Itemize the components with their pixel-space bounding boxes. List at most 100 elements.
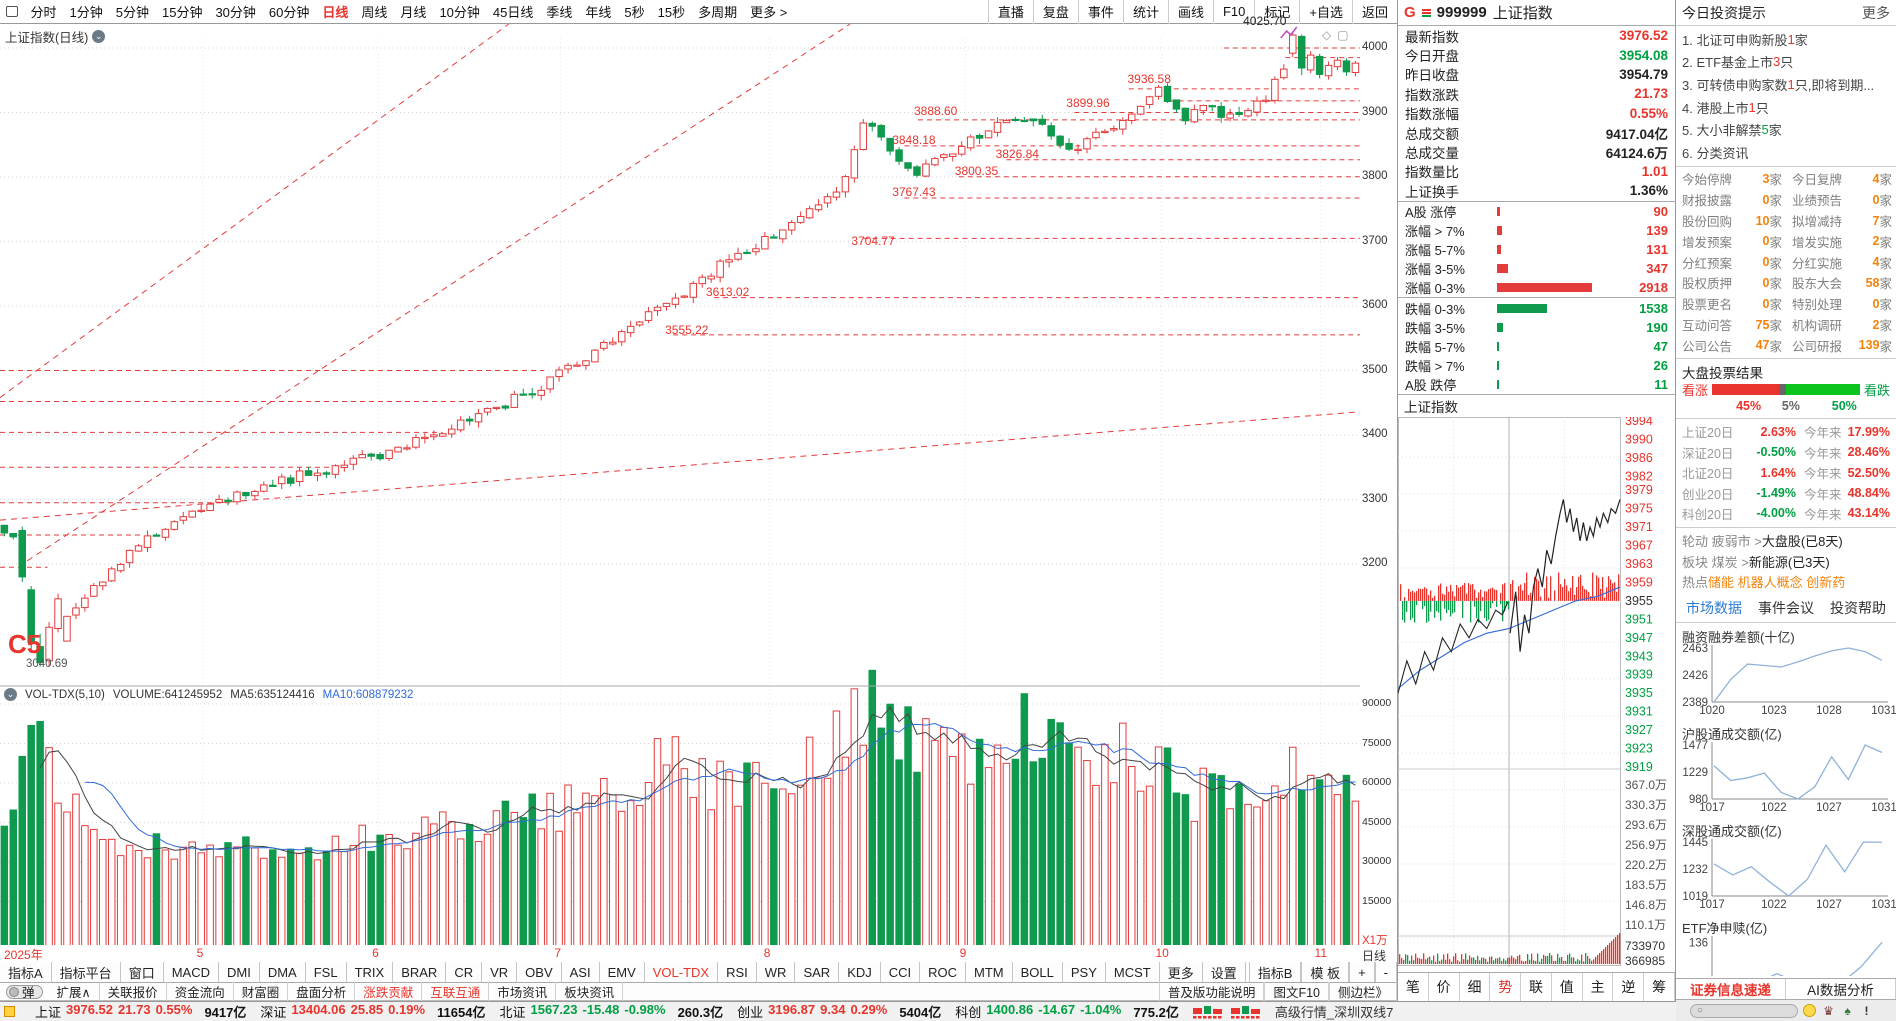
event-cell-互动问答[interactable]: 互动问答 75 家 (1682, 317, 1782, 334)
trophy-icon[interactable]: ♛ (1823, 1003, 1834, 1018)
period-item-30分钟[interactable]: 30分钟 (215, 5, 256, 20)
mini-tab-联[interactable]: 联 (1521, 973, 1552, 1001)
mini-tab-细[interactable]: 细 (1460, 973, 1491, 1001)
period-item-多周期[interactable]: 多周期 (698, 5, 738, 20)
ext-item-板块资讯[interactable]: 板块资讯 (556, 982, 624, 1001)
server-name[interactable]: 高级行情_深圳双线7 (1274, 1005, 1394, 1020)
vote-bar[interactable] (1712, 384, 1860, 396)
tool-item-事件[interactable]: 事件 (1077, 0, 1123, 24)
tool-item-+自选[interactable]: +自选 (1299, 0, 1352, 24)
indicator-tab-VOL-TDX[interactable]: VOL-TDX (645, 962, 719, 982)
indicator-tab-指标A[interactable]: 指标A (0, 962, 52, 982)
search-input[interactable] (1706, 1005, 1787, 1016)
ext-item-图文F10[interactable]: 图文F10 (1264, 982, 1329, 1001)
popup-toggle[interactable]: 弹 (6, 984, 43, 1000)
indicator-tab-BOLL[interactable]: BOLL (1013, 962, 1063, 982)
panel-tab-事件会议[interactable]: 事件会议 (1758, 600, 1814, 617)
tip-item[interactable]: 4. 港股上市 1 只 (1676, 96, 1896, 119)
ext-item-涨跌贡献[interactable]: 涨跌贡献 (355, 982, 423, 1001)
event-cell-业绩预告[interactable]: 业绩预告 0 家 (1792, 192, 1892, 209)
event-cell-公司研报[interactable]: 公司研报 139 家 (1792, 338, 1892, 354)
period-item-15秒[interactable]: 15秒 (657, 5, 686, 20)
event-cell-今日复牌[interactable]: 今日复牌 4 家 (1792, 171, 1892, 188)
tool-item-返回[interactable]: 返回 (1351, 0, 1397, 24)
indicator-tab-EMV[interactable]: EMV (600, 962, 645, 982)
indicator-tab--[interactable]: - (1374, 962, 1397, 982)
ext-item-市场资讯[interactable]: 市场资讯 (489, 982, 557, 1001)
indicator-tab-CR[interactable]: CR (446, 962, 483, 982)
indicator-tab-RSI[interactable]: RSI (718, 962, 757, 982)
mini-tab-价[interactable]: 价 (1429, 973, 1460, 1001)
period-item-15分钟[interactable]: 15分钟 (161, 5, 203, 20)
panel-tab-市场数据[interactable]: 市场数据 (1686, 600, 1742, 617)
mini-tab-逆[interactable]: 逆 (1613, 973, 1645, 1001)
event-cell-特别处理[interactable]: 特别处理 0 家 (1792, 296, 1892, 313)
stock-name[interactable]: 上证指数 (1492, 5, 1553, 22)
tool-item-统计[interactable]: 统计 (1122, 0, 1168, 24)
period-item-60分钟[interactable]: 60分钟 (268, 5, 310, 20)
indicator-tab-窗口[interactable]: 窗口 (121, 962, 164, 982)
event-cell-财报披露[interactable]: 财报披露 0 家 (1682, 192, 1782, 209)
period-item-分时[interactable]: 分时 (30, 5, 57, 20)
status-icon[interactable] (4, 1006, 15, 1017)
period-item-1分钟[interactable]: 1分钟 (69, 5, 103, 20)
period-item-5秒[interactable]: 5秒 (624, 5, 645, 20)
indicator-tab-OBV[interactable]: OBV (517, 962, 562, 982)
index-quote-深证[interactable]: 深证 13404.06 25.85 0.19% 11654亿 (260, 1002, 486, 1020)
tool-item-F10[interactable]: F10 (1212, 0, 1254, 24)
indicator-tab-BRAR[interactable]: BRAR (393, 962, 447, 982)
period-item-更多 >[interactable]: 更多 > (750, 5, 788, 20)
index-quote-上证[interactable]: 上证 3976.52 21.73 0.55% 9417亿 (35, 1002, 247, 1020)
tip-item[interactable]: 1. 北证可申购新股 1 家 (1676, 28, 1896, 51)
alert-icon[interactable]: ! (1864, 1003, 1869, 1018)
period-item-10分钟[interactable]: 10分钟 (439, 5, 480, 20)
event-cell-分红预案[interactable]: 分红预案 0 家 (1682, 255, 1782, 271)
mini-tab-笔[interactable]: 笔 (1398, 973, 1429, 1001)
period-item-年线[interactable]: 年线 (585, 5, 612, 20)
tree-icon[interactable]: ♠ (1844, 1003, 1851, 1018)
event-cell-公司公告[interactable]: 公司公告 47 家 (1682, 338, 1782, 354)
more-button[interactable]: 更多 (1862, 4, 1890, 21)
tool-item-直播[interactable]: 直播 (987, 0, 1033, 24)
ext-item-财富圈[interactable]: 财富圈 (234, 982, 289, 1001)
ext-item-互联互通[interactable]: 互联互通 (422, 982, 490, 1001)
indicator-tab-MTM[interactable]: MTM (966, 962, 1013, 982)
index-quote-创业[interactable]: 创业 3196.87 9.34 0.29% 5404亿 (737, 1002, 942, 1020)
indicator-tab-模 板[interactable]: 模 板 (1301, 962, 1350, 982)
index-quote-科创[interactable]: 科创 1400.86 -14.67 -1.04% 775.2亿 (955, 1002, 1179, 1020)
indicator-tab-设置[interactable]: 设置 (1203, 962, 1246, 982)
candlestick-chart[interactable]: 4000 3900 3800 3700 3600 3500 3400 3300 3200 9000… (0, 14, 1397, 963)
period-item-45日线[interactable]: 45日线 (492, 5, 534, 20)
indicator-tab-指标平台[interactable]: 指标平台 (52, 962, 121, 982)
indicator-tab-指标B[interactable]: 指标B (1248, 962, 1302, 982)
period-item-月线[interactable]: 月线 (400, 5, 427, 20)
diamond-icon[interactable]: ◇ (1322, 28, 1338, 42)
mini-tab-主[interactable]: 主 (1583, 973, 1614, 1001)
indicator-tab-WR[interactable]: WR (757, 962, 796, 982)
ext-item-盘面分析[interactable]: 盘面分析 (288, 982, 356, 1001)
period-label[interactable]: 日线 (1362, 949, 1387, 963)
window-icon[interactable] (6, 6, 18, 17)
event-cell-股权质押[interactable]: 股权质押 0 家 (1682, 275, 1782, 292)
ext-item-侧边栏》[interactable]: 侧边栏》 (1328, 982, 1397, 1001)
tip-item[interactable]: 2. ETF基金上市 3 只 (1676, 51, 1896, 74)
chevron-down-icon[interactable]: ⌄ (92, 30, 106, 43)
indicator-tab-PSY[interactable]: PSY (1063, 962, 1106, 982)
bottom-tab-AI数据分析[interactable]: AI数据分析 (1786, 979, 1896, 999)
tip-item[interactable]: 3. 可转债申购家数 1 只,即将到期... (1676, 73, 1896, 96)
event-cell-分红实施[interactable]: 分红实施 4 家 (1792, 255, 1892, 271)
ext-item-资金流向[interactable]: 资金流向 (167, 982, 234, 1001)
ext-item-关联报价[interactable]: 关联报价 (100, 982, 167, 1001)
indicator-tab-ASI[interactable]: ASI (562, 962, 600, 982)
indicator-tab-更多[interactable]: 更多 (1160, 962, 1203, 982)
tip-item[interactable]: 5. 大小非解禁 5 家 (1676, 118, 1896, 141)
panel-tab-投资帮助[interactable]: 投资帮助 (1830, 600, 1886, 617)
mini-tab-势[interactable]: 势 (1490, 973, 1522, 1001)
mini-tab-值[interactable]: 值 (1552, 973, 1583, 1001)
tool-item-复盘[interactable]: 复盘 (1032, 0, 1078, 24)
indicator-tab-DMA[interactable]: DMA (260, 962, 306, 982)
indicator-tab-MACD[interactable]: MACD (164, 962, 219, 982)
event-cell-拟增减持[interactable]: 拟增减持 7 家 (1792, 213, 1892, 230)
indicator-tab-ROC[interactable]: ROC (920, 962, 967, 982)
